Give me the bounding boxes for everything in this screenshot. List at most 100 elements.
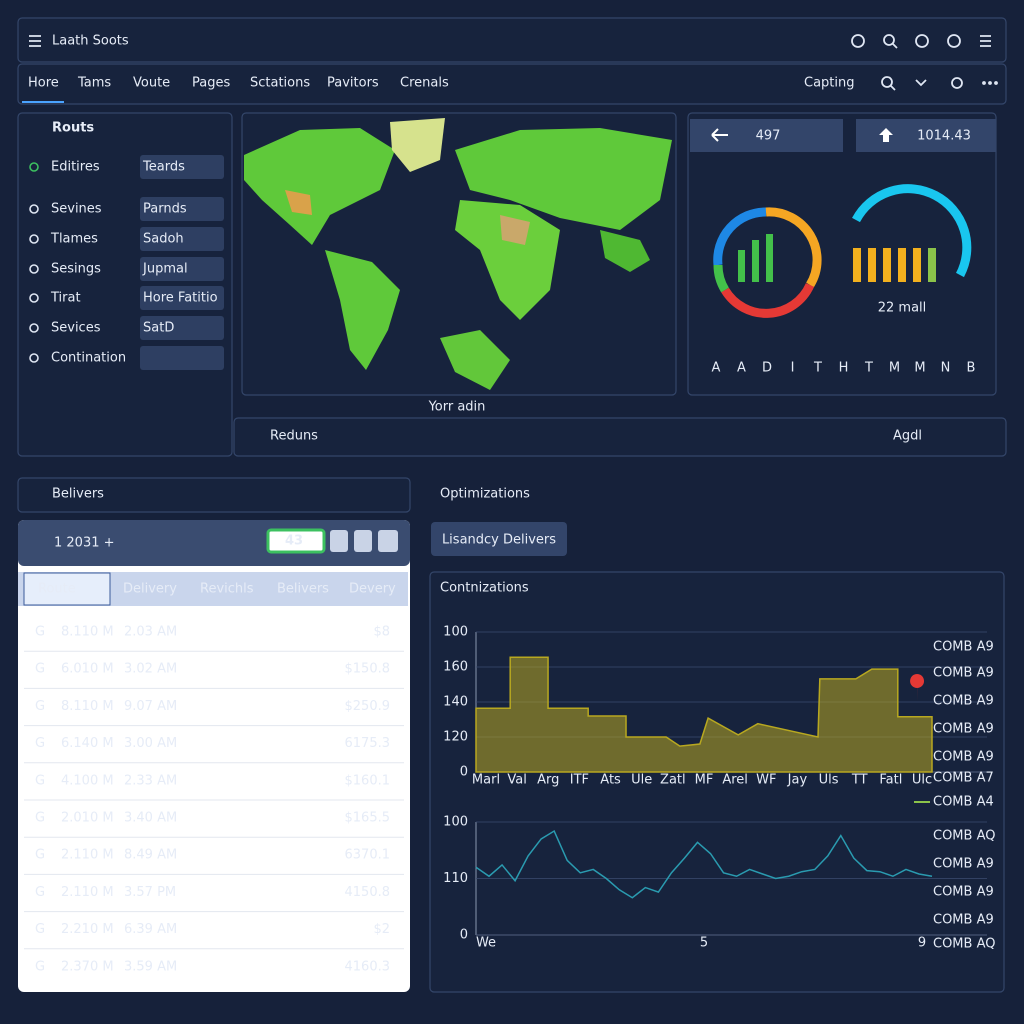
cell: 2.110 M (61, 885, 114, 900)
sidebar-icon (29, 234, 39, 244)
sidebar-field[interactable] (140, 227, 224, 251)
nav-item[interactable]: Pavitors (327, 76, 379, 91)
sidebar-label[interactable]: Sesings (51, 262, 101, 277)
legend-label: COMB A9 (933, 694, 994, 709)
axis-letter: M (914, 361, 925, 376)
stats-panel (687, 112, 997, 396)
cell: G (35, 885, 45, 900)
search-text: 1 2031 + (54, 536, 115, 551)
nav-item[interactable]: Pages (192, 76, 230, 91)
sidebar-label[interactable]: Contination (51, 351, 126, 366)
sidebar-field[interactable] (140, 257, 224, 281)
x-tick-label: Uls (819, 773, 839, 788)
cell: 2.370 M (61, 959, 114, 974)
axis-letter: T (864, 361, 873, 376)
y-tick-label: 160 (443, 660, 468, 675)
cell: 6.140 M (61, 736, 114, 751)
cell: 2.010 M (61, 811, 114, 826)
cell: 8.110 M (61, 699, 114, 714)
cell: 2.33 AM (124, 773, 177, 788)
nav-item[interactable]: Crenals (400, 76, 449, 91)
sidebar-label[interactable]: Editires (51, 160, 100, 175)
cell: 2.110 M (61, 848, 114, 863)
cell: G (35, 811, 45, 826)
x-tick-label: Arel (722, 773, 748, 788)
x-tick-label: Fatl (879, 773, 902, 788)
deliveries-header (17, 477, 411, 513)
table-header[interactable]: Revichls (200, 582, 254, 597)
cell: G (35, 773, 45, 788)
nav-item[interactable]: Voute (133, 76, 170, 91)
legend-label: COMB A9 (933, 640, 994, 655)
legend-label: COMB AQ (933, 937, 995, 952)
sidebar-label[interactable]: Sevines (51, 202, 102, 217)
sidebar-field[interactable] (140, 155, 224, 179)
sidebar-label[interactable]: Tirat (50, 291, 81, 306)
legend-label: COMB AQ (933, 829, 995, 844)
map-pin (910, 674, 925, 702)
y-tick-label: 100 (443, 815, 468, 830)
nav-bar (17, 63, 1007, 105)
x-tick-label: MF (695, 773, 714, 788)
sidebar-field[interactable] (140, 316, 224, 340)
cell: 9.07 AM (124, 699, 177, 714)
x-tick-label: Ule (631, 773, 652, 788)
cell: $150.8 (345, 662, 391, 677)
tool-button[interactable] (378, 530, 398, 552)
sidebar-field[interactable] (140, 346, 224, 370)
axis-letter: D (762, 361, 772, 376)
nav-right[interactable]: Capting (804, 76, 855, 91)
footer-left[interactable]: Reduns (270, 429, 318, 444)
cell: 3.57 PM (124, 885, 176, 900)
table-header[interactable]: Devery (349, 582, 396, 597)
badge-text: 43 (285, 534, 303, 549)
cell: G (35, 922, 45, 937)
y-tick-label: 120 (443, 730, 468, 745)
sidebar-value: Jupmal (142, 262, 188, 277)
nav-item[interactable]: Hore (28, 76, 59, 91)
legend-label: COMB A9 (933, 722, 994, 737)
y-tick-label: 0 (460, 765, 468, 780)
sidebar-field[interactable] (140, 197, 224, 221)
x-tick-label: Jay (787, 773, 808, 788)
stat-box (856, 119, 996, 152)
gauge-bars (738, 234, 936, 282)
cell: 4150.8 (345, 885, 391, 900)
sidebar-label[interactable]: Tlames (50, 232, 98, 247)
active-tab[interactable] (23, 572, 111, 606)
x-tick-label: WF (756, 773, 776, 788)
legend-label: COMB A9 (933, 666, 994, 681)
legend-label: COMB A7 (933, 771, 994, 786)
sidebar-field[interactable] (140, 286, 224, 310)
optimizations-button[interactable] (431, 522, 567, 556)
table-header[interactable]: Delivery (123, 582, 177, 597)
stat-left: 497 (756, 129, 781, 144)
cell: 6.39 AM (124, 922, 177, 937)
axis-letter: B (967, 361, 976, 376)
tool-button[interactable] (354, 530, 372, 552)
footer-bar (233, 417, 1007, 457)
table-header[interactable]: Route (38, 582, 76, 597)
sidebar-label[interactable]: Sevices (51, 321, 101, 336)
x-tick-label: ITF (570, 773, 589, 788)
nav-item[interactable]: Tams (77, 76, 111, 91)
axis-letter: H (839, 361, 849, 376)
nav-item[interactable]: Sctations (250, 76, 310, 91)
app-title: Laath Soots (52, 34, 129, 49)
cell: $165.5 (345, 811, 391, 826)
axis-letter: A (712, 361, 721, 376)
cell: 3.40 AM (124, 811, 177, 826)
tool-button[interactable] (330, 530, 348, 552)
sidebar-icon (29, 204, 39, 214)
footer-right[interactable]: Agdl (893, 429, 922, 444)
button-label[interactable]: Lisandcy Delivers (442, 533, 556, 548)
cell: 2.210 M (61, 922, 114, 937)
legend-label: COMB A9 (933, 913, 994, 928)
cell: G (35, 848, 45, 863)
table-header[interactable]: Belivers (277, 582, 329, 597)
x-tick-label: Ats (600, 773, 621, 788)
header-icons[interactable] (29, 34, 998, 91)
axis-letter: N (941, 361, 951, 376)
cell: 6370.1 (345, 848, 391, 863)
sidebar-icon (29, 353, 39, 363)
